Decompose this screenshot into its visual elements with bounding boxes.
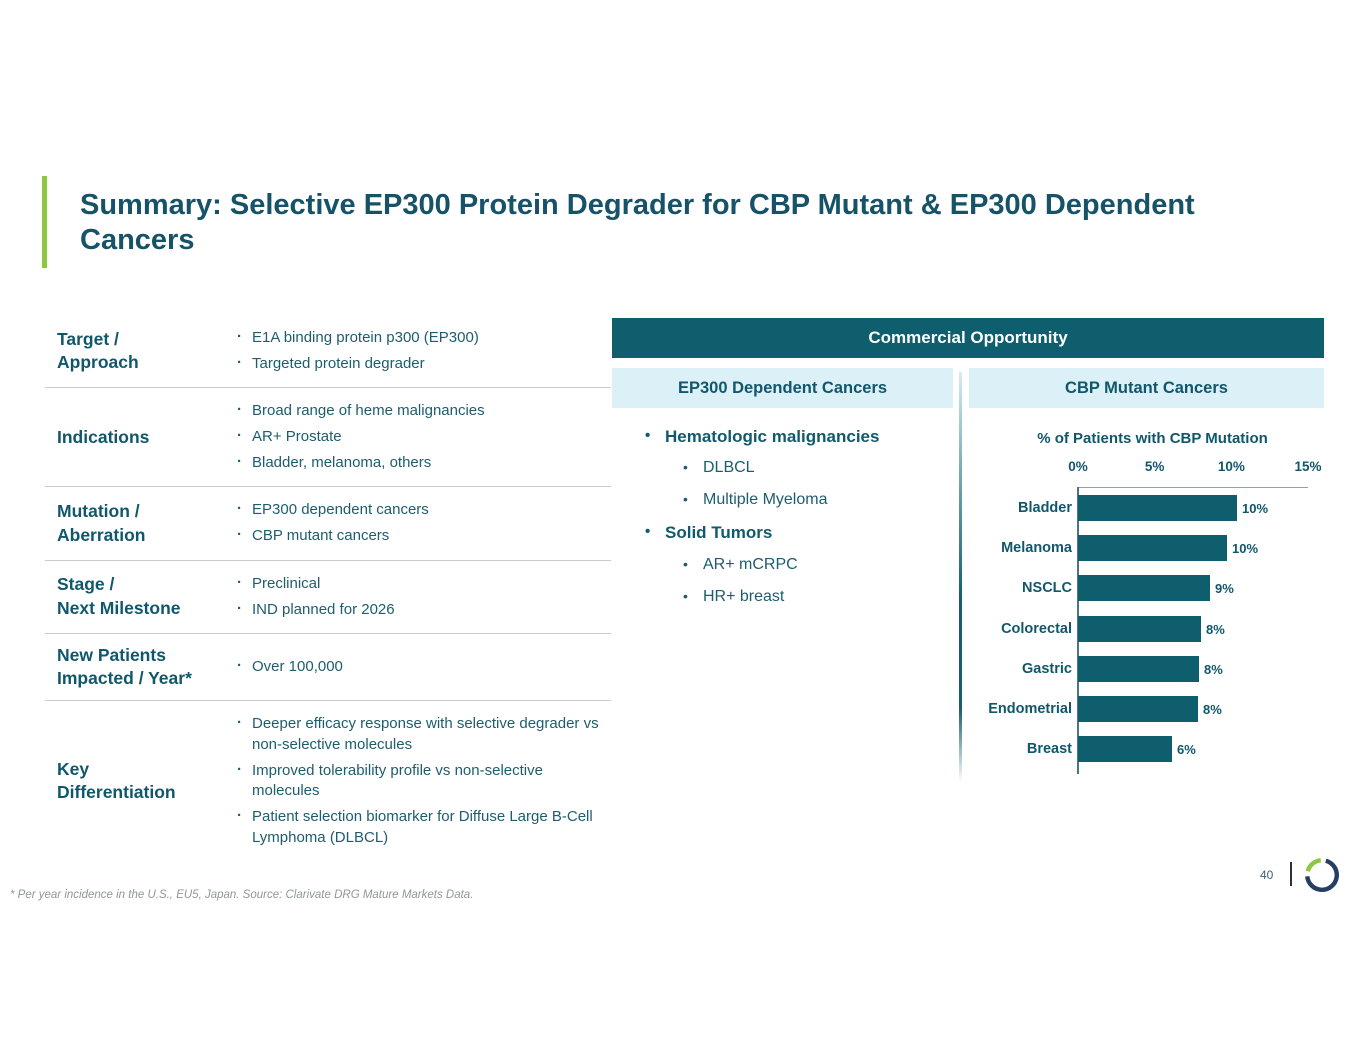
row-bullet: EP300 dependent cancers [235,499,611,521]
ep300-cancer-list: Hematologic malignancies DLBCL Multiple My… [645,426,950,619]
x-axis-tick: 15% [1294,459,1322,474]
bar-value-label: 8% [1206,622,1225,637]
row-label: Stage / Next Milestone [57,574,181,618]
chart-bar-row: Endometrial 8% [970,696,1330,722]
row-bullet-list: EP300 dependent cancers CBP mutant cancer… [235,487,611,559]
chart-bar-row: Gastric 8% [970,656,1330,682]
bar [1078,616,1201,642]
cancer-item: DLBCL [683,458,950,478]
row-bullet: Preclinical [235,573,611,595]
chart-bar-row: Melanoma 10% [970,535,1330,561]
bar-value-label: 9% [1215,581,1234,596]
bar [1078,575,1210,601]
cancer-group-label: Solid Tumors [645,522,950,543]
bar [1078,696,1198,722]
footer-divider [1290,862,1292,886]
row-bullet: Targeted protein degrader [235,353,611,375]
bar [1078,736,1172,762]
bar [1078,495,1237,521]
bar-category-label: Endometrial [988,701,1072,717]
chart-bar-row: Colorectal 8% [970,616,1330,642]
column-divider [959,372,962,782]
row-bullet: E1A binding protein p300 (EP300) [235,327,611,349]
ep300-column-header: EP300 Dependent Cancers [612,368,953,408]
row-bullet-list: Deeper efficacy response with selective … [235,701,611,861]
bar-category-label: Melanoma [1001,540,1072,556]
x-axis-tick: 5% [1144,459,1165,474]
page-number: 40 [1260,868,1274,882]
cancer-item: Multiple Myeloma [683,490,950,510]
bar-value-label: 10% [1242,501,1269,516]
cancer-item: AR+ mCRPC [683,555,950,575]
bar-category-label: Breast [1026,741,1072,757]
x-axis-tick: 0% [1068,459,1088,474]
row-bullet: Over 100,000 [235,656,611,678]
logo-green-arc [1305,858,1322,872]
row-bullet: Deeper efficacy response with selective … [235,713,611,755]
cbp-mutation-chart: % of Patients with CBP Mutation 0% 5% 10% 1… [970,425,1330,790]
profile-table-row: Stage / Next Milestone Preclinical IND pla… [45,561,611,635]
profile-table-row: Target / Approach E1A binding protein p30… [45,315,611,389]
bar-value-label: 10% [1232,541,1259,556]
bar-value-label: 8% [1203,702,1222,717]
bar-value-label: 6% [1177,742,1196,757]
row-bullet-list: E1A binding protein p300 (EP300) Targeted… [235,315,611,387]
bar-category-label: Gastric [1022,661,1072,677]
row-bullet: Improved tolerability profile vs non-sel… [235,760,611,802]
row-label: Key Differentiation [57,758,176,803]
cancer-item: HR+ breast [683,587,950,607]
cbp-column-header: CBP Mutant Cancers [969,368,1324,408]
chart-bar-row: Bladder 10% [970,495,1330,521]
row-bullet: AR+ Prostate [235,426,611,448]
row-bullet-list: Over 100,000 [235,644,611,691]
cancer-group-label: Hematologic malignancies [645,426,950,447]
x-axis-tick: 10% [1217,459,1245,474]
row-bullet: IND planned for 2026 [235,599,611,621]
profile-table-row: New Patients Impacted / Year* Over 100,00… [45,634,611,702]
x-axis-line [1078,487,1308,488]
row-label: Mutation / Aberration [57,501,146,545]
profile-table-row: Mutation / Aberration EP300 dependent can… [45,487,611,561]
row-label: Indications [57,426,150,447]
company-logo [1305,858,1339,893]
row-bullet-list: Broad range of heme malignancies AR+ Pros… [235,388,611,486]
profile-table-row: Key Differentiation Deeper efficacy respo… [45,701,611,861]
bar-value-label: 8% [1204,662,1223,677]
row-bullet: Patient selection biomarker for Diffuse … [235,806,611,848]
row-bullet: Bladder, melanoma, others [235,452,611,474]
bar [1078,535,1227,561]
logo-navy-arc [1305,858,1339,893]
page-title: Summary: Selective EP300 Protein Degrade… [80,189,1195,257]
footnote: * Per year incidence in the U.S., EU5, J… [10,889,474,901]
row-label: Target / Approach [57,328,139,373]
row-label: New Patients Impacted / Year* [57,644,192,689]
chart-title: % of Patients with CBP Mutation [1037,430,1268,447]
profile-table-row: Indications Broad range of heme malignanc… [45,388,611,488]
bar-category-label: Bladder [1018,500,1072,516]
chart-bar-row: NSCLC 9% [970,575,1330,601]
row-bullet-list: Preclinical IND planned for 2026 [235,561,611,633]
bar-category-label: Colorectal [1001,621,1072,637]
profile-table: Target / Approach E1A binding protein p30… [45,315,611,861]
commercial-opportunity-header: Commercial Opportunity [612,318,1324,358]
title-accent-bar [42,176,47,268]
row-bullet: CBP mutant cancers [235,525,611,547]
chart-bar-row: Breast 6% [970,736,1330,762]
bar-category-label: NSCLC [1022,580,1072,596]
row-bullet: Broad range of heme malignancies [235,400,611,422]
bar [1078,656,1199,682]
